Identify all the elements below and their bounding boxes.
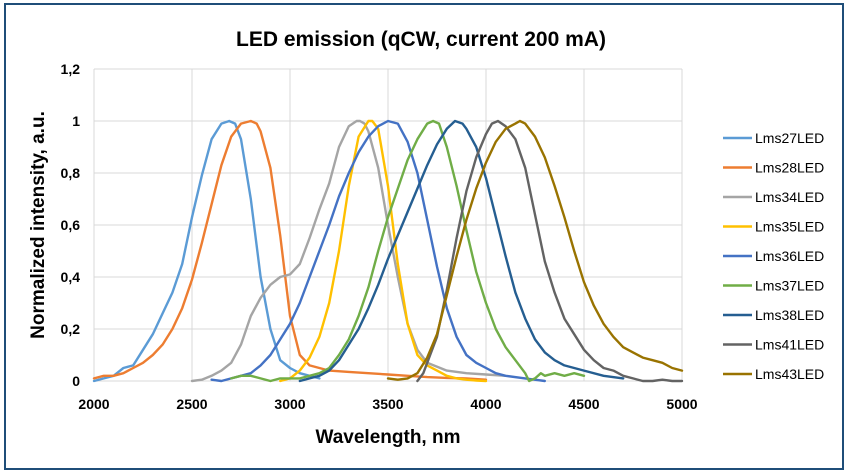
x-tick-label: 3000 — [274, 396, 305, 412]
legend-label: Lms34LED — [755, 189, 824, 205]
x-tick-label: 4500 — [568, 396, 599, 412]
legend-label: Lms43LED — [755, 366, 824, 382]
y-axis-label: Normalized intensity, a.u. — [28, 111, 49, 339]
legend-label: Lms36LED — [755, 248, 824, 264]
legend-item: Lms28LED — [723, 160, 824, 176]
legend-item: Lms43LED — [723, 366, 824, 382]
series-line-lms28led — [92, 119, 488, 381]
series-line-lms36led — [210, 119, 546, 383]
x-tick-label: 2500 — [176, 396, 207, 412]
legend-label: Lms28LED — [755, 160, 824, 176]
legend-item: Lms37LED — [723, 278, 824, 294]
chart-frame — [4, 3, 844, 470]
series-line-lms27led — [92, 119, 321, 383]
legend-item: Lms35LED — [723, 219, 824, 235]
legend-label: Lms27LED — [755, 130, 824, 146]
x-tick-label: 4000 — [470, 396, 501, 412]
y-tick-label: 0,4 — [61, 269, 81, 285]
series-line-lms43led — [386, 119, 684, 381]
legend-item: Lms38LED — [723, 307, 824, 323]
legend-label: Lms37LED — [755, 278, 824, 294]
x-tick-label: 5000 — [666, 396, 697, 412]
legend-item: Lms27LED — [723, 130, 824, 146]
series-line-lms37led — [229, 119, 586, 383]
y-axis-ticks: 0 0,2 0,4 0,6 0,8 1 1,2 — [61, 61, 81, 389]
y-tick-label: 0,6 — [61, 217, 81, 233]
series-lines — [92, 119, 684, 383]
legend-item: Lms41LED — [723, 337, 824, 353]
series-line-lms41led — [416, 119, 684, 383]
y-tick-label: 1 — [72, 113, 80, 129]
y-tick-label: 0,8 — [61, 165, 81, 181]
x-axis-ticks: 2000 2500 3000 3500 4000 4500 5000 — [78, 396, 697, 412]
legend-label: Lms41LED — [755, 337, 824, 353]
legend-label: Lms38LED — [755, 307, 824, 323]
y-tick-label: 1,2 — [61, 61, 81, 77]
legend-item: Lms34LED — [723, 189, 824, 205]
legend-item: Lms36LED — [723, 248, 824, 264]
y-tick-label: 0,2 — [61, 321, 81, 337]
series-line-lms34led — [190, 119, 507, 383]
x-tick-label: 2000 — [78, 396, 109, 412]
x-axis-label: Wavelength, nm — [316, 427, 461, 448]
y-tick-label: 0 — [72, 373, 80, 389]
x-tick-label: 3500 — [372, 396, 403, 412]
legend-label: Lms35LED — [755, 219, 824, 235]
chart-title: LED emission (qCW, current 200 mA) — [236, 28, 606, 51]
legend: Lms27LED Lms28LED Lms34LED Lms35LED Lms36LED… — [723, 130, 824, 382]
series-line-lms38led — [298, 119, 625, 383]
series-line-lms35led — [279, 119, 488, 383]
